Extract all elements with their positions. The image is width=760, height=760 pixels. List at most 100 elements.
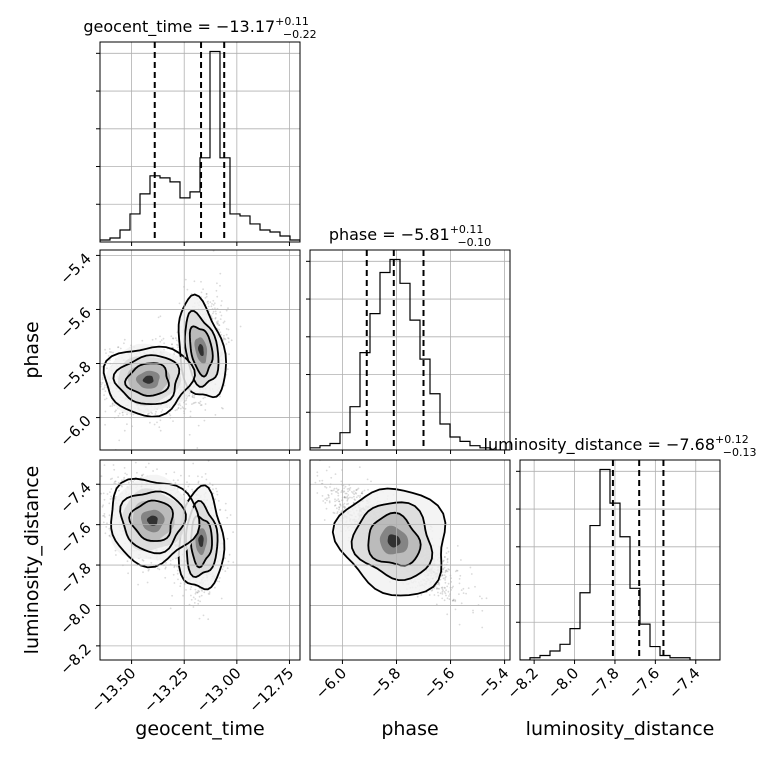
sample-point bbox=[85, 384, 87, 386]
sample-point bbox=[105, 352, 107, 354]
sample-point bbox=[173, 566, 176, 569]
title-sup-luminosity_distance: +0.12 bbox=[715, 433, 749, 446]
sample-point bbox=[193, 396, 196, 399]
sample-point bbox=[190, 594, 192, 597]
sample-point bbox=[126, 560, 129, 563]
sample-point bbox=[177, 344, 180, 347]
sample-point bbox=[154, 338, 157, 340]
sample-point bbox=[219, 395, 221, 398]
sample-point bbox=[199, 400, 202, 403]
sample-point bbox=[141, 475, 144, 477]
sample-point bbox=[216, 490, 218, 493]
sample-point bbox=[160, 411, 163, 413]
sample-point bbox=[94, 506, 96, 508]
sample-point bbox=[169, 414, 172, 417]
sample-point bbox=[96, 509, 98, 511]
sample-point bbox=[177, 479, 179, 481]
sample-point bbox=[225, 343, 228, 345]
sample-point bbox=[188, 395, 190, 397]
sample-point bbox=[193, 602, 196, 604]
density-level bbox=[198, 344, 204, 356]
sample-point bbox=[110, 495, 112, 498]
sample-point bbox=[196, 591, 199, 594]
sample-point bbox=[115, 409, 117, 412]
sample-point bbox=[220, 300, 223, 302]
sample-point bbox=[216, 580, 218, 583]
sample-point bbox=[177, 346, 179, 349]
contour-line bbox=[183, 310, 220, 388]
sample-point bbox=[118, 439, 121, 442]
sample-point bbox=[213, 302, 216, 305]
diag-panel-luminosity_distance bbox=[519, 459, 721, 661]
sample-point bbox=[193, 401, 196, 404]
sample-point bbox=[126, 423, 128, 426]
sample-point bbox=[104, 516, 106, 518]
sample-point bbox=[211, 317, 214, 320]
title-main-geocent_time: geocent_time = −13.17 bbox=[83, 17, 275, 37]
sample-point bbox=[162, 337, 165, 340]
sample-point bbox=[141, 559, 144, 561]
sample-point bbox=[226, 516, 229, 519]
sample-point bbox=[123, 342, 125, 345]
sample-point bbox=[109, 498, 112, 500]
sample-point bbox=[96, 367, 98, 369]
sample-point bbox=[100, 383, 103, 386]
sample-point bbox=[102, 492, 105, 495]
sample-point bbox=[172, 337, 175, 340]
sample-point bbox=[104, 390, 107, 393]
sample-point bbox=[228, 553, 231, 556]
sample-point bbox=[123, 429, 126, 432]
sample-point bbox=[217, 500, 220, 502]
scatter-geocent_time-phase bbox=[85, 250, 300, 450]
sample-point bbox=[202, 397, 205, 400]
sample-point bbox=[95, 382, 97, 384]
title-main-phase: phase = −5.81 bbox=[329, 225, 450, 244]
sample-point bbox=[214, 586, 216, 589]
sample-point bbox=[219, 331, 222, 334]
sample-point bbox=[154, 413, 157, 415]
sample-point bbox=[191, 395, 194, 398]
sample-point bbox=[90, 496, 92, 498]
sample-point bbox=[174, 409, 177, 412]
sample-point bbox=[141, 339, 144, 342]
sample-point bbox=[218, 580, 221, 583]
title-sub-luminosity_distance: −0.13 bbox=[723, 446, 757, 459]
sample-point bbox=[222, 407, 224, 410]
sample-point bbox=[103, 394, 105, 396]
sample-point bbox=[104, 398, 106, 401]
sample-point bbox=[208, 593, 211, 595]
sample-point bbox=[115, 554, 117, 556]
sample-point bbox=[104, 410, 107, 413]
sample-point bbox=[204, 297, 207, 299]
sample-point bbox=[190, 598, 193, 601]
sample-point bbox=[155, 410, 157, 413]
sample-point bbox=[121, 479, 123, 482]
sample-point bbox=[205, 293, 208, 295]
sample-point bbox=[211, 484, 214, 486]
sample-point bbox=[216, 493, 219, 496]
sample-point bbox=[112, 351, 114, 354]
sample-point bbox=[96, 420, 98, 422]
sample-point bbox=[207, 302, 210, 305]
sample-point bbox=[156, 421, 158, 424]
sample-point bbox=[202, 614, 205, 617]
title-main-luminosity_distance: luminosity_distance = −7.68 bbox=[484, 435, 715, 455]
sample-point bbox=[101, 505, 104, 508]
sample-point bbox=[102, 376, 104, 379]
sample-point bbox=[108, 502, 111, 505]
sample-point bbox=[212, 488, 214, 491]
sample-point bbox=[210, 305, 213, 308]
sample-point bbox=[215, 321, 218, 323]
sample-point bbox=[227, 328, 230, 331]
sample-point bbox=[227, 341, 230, 344]
sample-point bbox=[211, 303, 213, 305]
sample-point bbox=[188, 394, 191, 397]
sample-point bbox=[123, 467, 126, 469]
sample-point bbox=[224, 338, 227, 341]
sample-point bbox=[185, 489, 188, 492]
sample-point bbox=[198, 590, 201, 593]
contour-line bbox=[112, 354, 181, 406]
sample-point bbox=[169, 607, 172, 610]
sample-point bbox=[232, 531, 235, 533]
sample-point bbox=[151, 338, 154, 341]
